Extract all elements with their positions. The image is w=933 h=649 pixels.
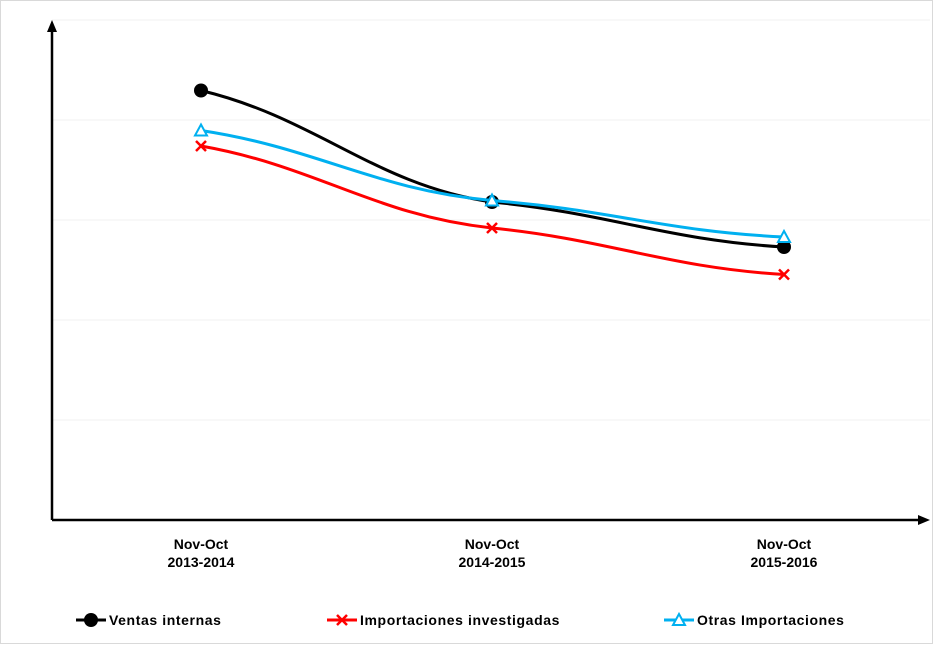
legend-item: Importaciones investigadas: [327, 612, 560, 628]
x-tick-label: Nov-Oct 2013-2014: [168, 536, 235, 570]
series-point: [776, 228, 792, 243]
series-importaciones-investigadas: [195, 140, 790, 281]
series-point: [195, 140, 207, 152]
legend-label: Importaciones investigadas: [360, 612, 560, 628]
series-point: [484, 192, 500, 207]
legend-swatch-marker: [336, 614, 348, 626]
x-tick-label: Nov-Oct 2014-2015: [459, 536, 526, 570]
legend-swatch-marker: [671, 611, 687, 626]
legend-item: Otras Importaciones: [664, 611, 845, 628]
series-point: [486, 222, 498, 234]
series-point: [778, 268, 790, 281]
gridlines: [52, 19, 930, 421]
series-group: [193, 83, 792, 281]
legend-swatch-marker: [84, 613, 98, 627]
x-axis-arrowhead: [918, 515, 930, 525]
legend-label: Ventas internas: [109, 612, 222, 628]
legend-item: Ventas internas: [76, 612, 222, 628]
axes: [47, 20, 930, 525]
series-point: [777, 240, 791, 254]
series-point: [193, 122, 209, 137]
y-axis-arrowhead: [47, 20, 57, 32]
x-tick-label: Nov-Oct 2015-2016: [751, 536, 818, 570]
series-otras-importaciones: [193, 122, 792, 243]
series-point: [194, 83, 208, 98]
legend-label: Otras Importaciones: [697, 612, 845, 628]
x-tick-labels: Nov-Oct 2013-2014 Nov-Oct 2014-2015 Nov-Oct 2…: [168, 536, 818, 570]
legend: Ventas internas Importaciones investigada…: [76, 611, 845, 628]
